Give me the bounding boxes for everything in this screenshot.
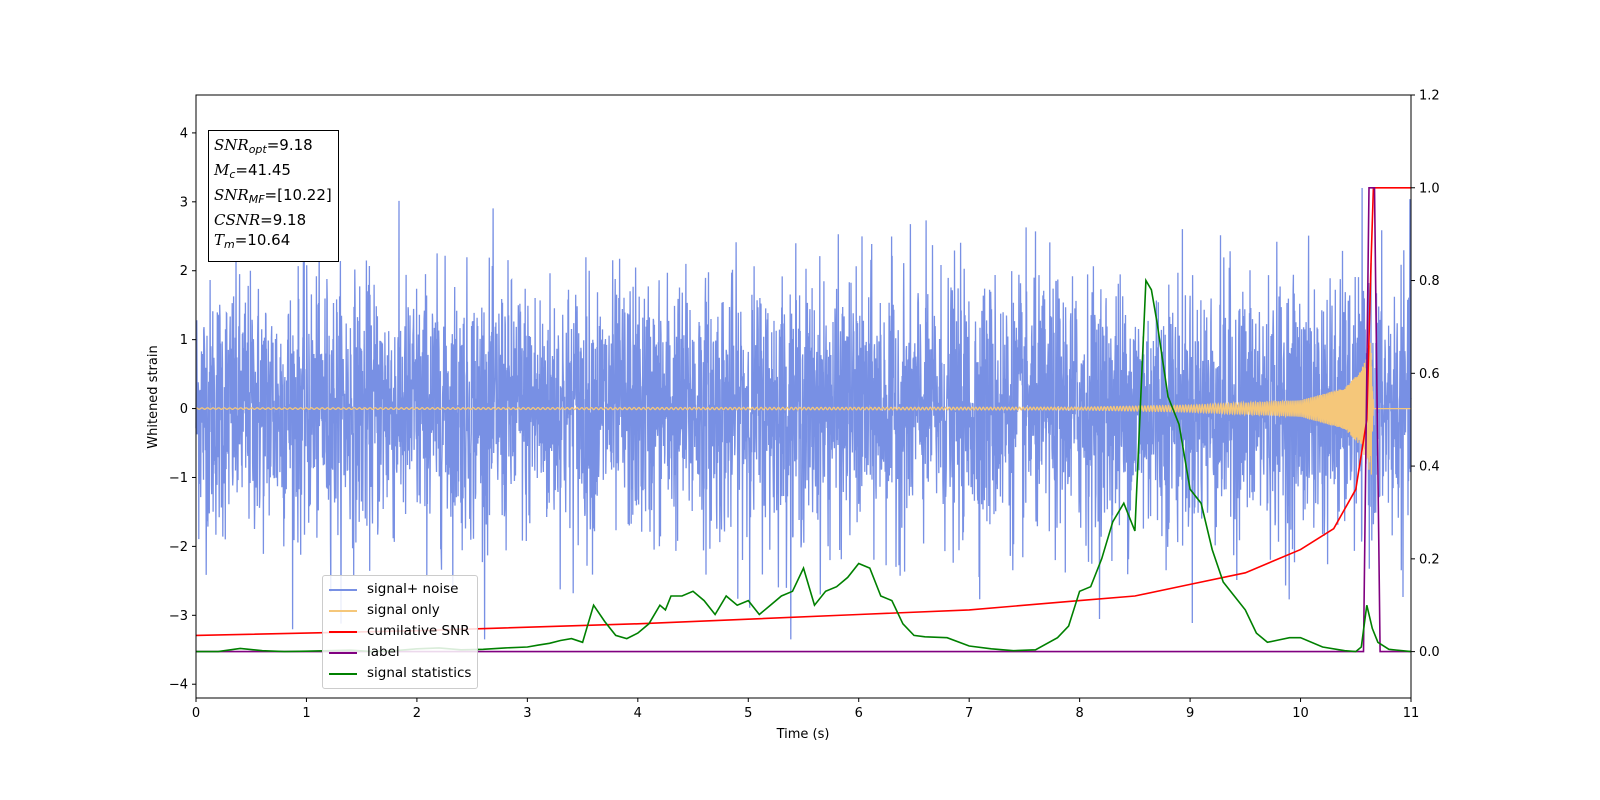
stats-annotation-box: SNRopt=9.18 Mc=41.45 SNRMF=[10.22] CSNR=… bbox=[208, 130, 339, 262]
series-cumulative-snr-line bbox=[195, 187, 1411, 637]
legend-entry: cumilative SNR bbox=[329, 621, 471, 642]
y-left-tick-label: 2 bbox=[180, 264, 188, 279]
x-tick-label: 6 bbox=[855, 706, 863, 721]
x-tick-label: 11 bbox=[1403, 706, 1420, 721]
y-left-tick-label: 4 bbox=[180, 126, 188, 141]
series-signal-noise-line bbox=[195, 187, 1412, 640]
csnr-line: CSNR=9.18 bbox=[214, 211, 307, 229]
legend-label: label bbox=[367, 644, 400, 660]
snr-mf-line: SNRMF=[10.22] bbox=[214, 186, 332, 206]
x-tick-label: 5 bbox=[744, 706, 752, 721]
legend-label: signal+ noise bbox=[367, 581, 459, 597]
x-tick-label: 7 bbox=[965, 706, 973, 721]
series-signal-statistics-line bbox=[196, 277, 1412, 653]
y-right-tick-label: 0.0 bbox=[1419, 645, 1440, 660]
y-right-tick-label: 0.6 bbox=[1419, 367, 1440, 382]
y-right-tick-label: 1.0 bbox=[1419, 181, 1440, 196]
x-tick-label: 8 bbox=[1075, 706, 1083, 721]
legend-label: cumilative SNR bbox=[367, 623, 470, 639]
y-axis-label: Whitened strain bbox=[146, 345, 161, 448]
legend-swatch bbox=[329, 672, 357, 675]
legend-entry: signal+ noise bbox=[329, 579, 471, 600]
series-label-line bbox=[196, 187, 1411, 653]
legend-label: signal only bbox=[367, 602, 440, 618]
x-tick-label: 4 bbox=[634, 706, 642, 721]
legend-swatch bbox=[329, 651, 357, 654]
y-right-tick-label: 1.2 bbox=[1419, 89, 1440, 104]
x-tick-label: 9 bbox=[1186, 706, 1194, 721]
legend-swatch bbox=[329, 588, 357, 591]
x-tick-label: 2 bbox=[413, 706, 421, 721]
legend-entry: label bbox=[329, 642, 471, 663]
x-axis-label: Time (s) bbox=[776, 727, 830, 742]
plot-frame bbox=[195, 94, 1412, 699]
x-tick-label: 3 bbox=[523, 706, 531, 721]
legend-swatch bbox=[329, 609, 357, 612]
legend-swatch bbox=[329, 630, 357, 633]
x-tick-label: 0 bbox=[192, 706, 200, 721]
legend: signal+ noise signal only cumilative SNR la… bbox=[322, 575, 479, 689]
x-tick-label: 1 bbox=[302, 706, 310, 721]
y-right-tick-label: 0.8 bbox=[1419, 274, 1440, 289]
y-left-tick-label: 1 bbox=[180, 333, 188, 348]
y-left-tick-label: −4 bbox=[169, 678, 188, 693]
x-tick-label: 10 bbox=[1292, 706, 1309, 721]
y-left-tick-label: −1 bbox=[169, 471, 188, 486]
y-left-tick-label: −3 bbox=[169, 609, 188, 624]
y-left-tick-label: 3 bbox=[180, 195, 188, 210]
snr-opt-line: SNRopt=9.18 bbox=[214, 136, 313, 156]
mc-line: Mc=41.45 bbox=[214, 161, 291, 181]
legend-label: signal statistics bbox=[367, 665, 472, 681]
y-left-tick-label: −2 bbox=[169, 540, 188, 555]
legend-entry: signal only bbox=[329, 600, 471, 621]
y-right-tick-label: 0.2 bbox=[1419, 552, 1440, 567]
y-left-tick-label: 0 bbox=[180, 402, 188, 417]
series-signal-only-line bbox=[196, 342, 1411, 475]
legend-entry: signal statistics bbox=[329, 663, 471, 684]
y-right-tick-label: 0.4 bbox=[1419, 460, 1440, 475]
tm-line: Tm=10.64 bbox=[214, 231, 291, 251]
